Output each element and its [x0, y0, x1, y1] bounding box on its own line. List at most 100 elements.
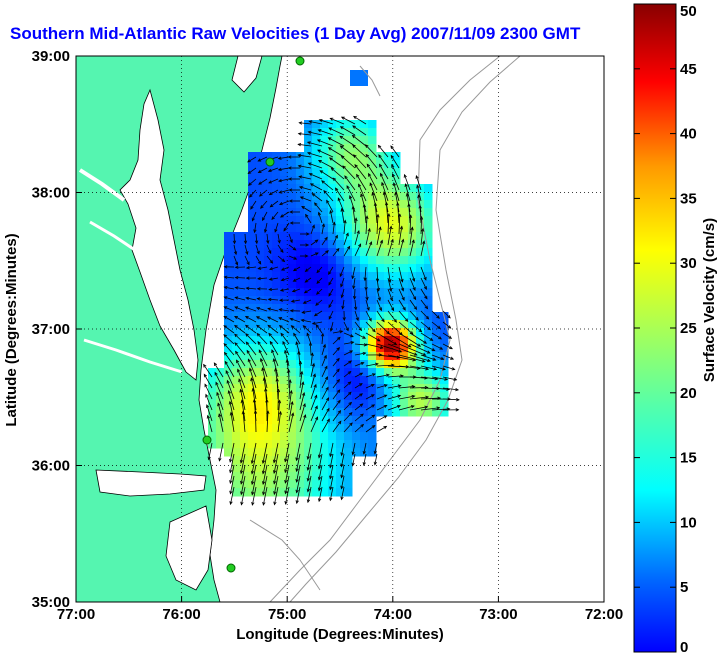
velocity-arrowhead [301, 381, 305, 386]
velocity-arrowhead [405, 192, 410, 197]
velocity-cell [360, 232, 369, 241]
velocity-arrow [240, 442, 246, 463]
velocity-arrow [281, 266, 290, 271]
velocity-cell [304, 416, 313, 425]
velocity-cell [304, 296, 313, 305]
velocity-cell [336, 144, 345, 153]
velocity-cell [272, 168, 281, 177]
velocity-cell [352, 256, 361, 265]
velocity-arrowhead [248, 182, 252, 186]
x-tick-label: 73:00 [479, 606, 517, 623]
velocity-arrow [431, 310, 440, 319]
velocity-cell [280, 448, 289, 457]
velocity-cell [288, 216, 297, 225]
velocity-arrowhead [226, 379, 230, 384]
velocity-arrowhead [413, 352, 418, 356]
velocity-arrowhead [203, 363, 207, 368]
velocity-arrow [251, 486, 257, 506]
velocity-cell [352, 344, 361, 353]
velocity-cell [240, 264, 249, 273]
velocity-arrowhead [412, 287, 416, 291]
velocity-arrow [420, 228, 424, 246]
velocity-cell [344, 448, 353, 457]
velocity-cell [208, 432, 217, 441]
velocity-arrowhead [235, 350, 239, 355]
velocity-cell [384, 176, 393, 185]
velocity-arrow [381, 182, 389, 202]
velocity-arrow [310, 183, 323, 191]
velocity-cell [232, 392, 241, 401]
velocity-arrowhead [340, 463, 344, 468]
velocity-cell [392, 400, 401, 409]
velocity-arrowhead [247, 170, 252, 175]
velocity-cell [368, 376, 377, 385]
velocity-arrowhead [295, 468, 299, 473]
velocity-arrow [391, 164, 400, 180]
velocity-arrowhead [268, 277, 273, 281]
velocity-cell [312, 288, 321, 297]
velocity-arrow [321, 355, 327, 367]
velocity-cell [352, 368, 361, 377]
velocity-arrowhead [251, 501, 255, 506]
velocity-arrowhead [306, 466, 310, 471]
velocity-arrow [251, 453, 257, 474]
velocity-arrowhead [250, 470, 255, 475]
velocity-arrowhead [259, 357, 264, 362]
velocity-cell [304, 448, 313, 457]
velocity-arrowhead [218, 413, 222, 418]
velocity-cell [424, 296, 433, 305]
velocity-arrow [203, 364, 213, 378]
velocity-cell [312, 280, 321, 289]
velocity-arrowhead [328, 271, 332, 275]
velocity-cell [360, 216, 369, 225]
velocity-cell [352, 360, 361, 369]
velocity-arrow [376, 240, 383, 257]
velocity-arrowhead [381, 318, 385, 323]
velocity-cell [240, 312, 249, 321]
velocity-arrow [233, 244, 237, 255]
velocity-arrow [321, 387, 329, 400]
velocity-cell [424, 232, 433, 241]
velocity-cell [232, 456, 241, 465]
velocity-cell [336, 280, 345, 289]
velocity-arrow [317, 139, 334, 147]
velocity-cell [264, 240, 273, 249]
velocity-arrowhead [305, 243, 310, 247]
velocity-cell [224, 376, 233, 385]
velocity-arrowhead [289, 389, 293, 394]
velocity-cell [248, 168, 257, 177]
velocity-cell [400, 192, 409, 201]
velocity-cell [256, 256, 265, 265]
velocity-cell [264, 344, 273, 353]
velocity-arrow [309, 173, 323, 180]
velocity-cell [320, 464, 329, 473]
velocity-cell [304, 120, 313, 129]
velocity-arrow [298, 165, 312, 169]
velocity-arrow [329, 453, 334, 468]
velocity-cell [288, 160, 297, 169]
velocity-arrowhead [315, 302, 319, 306]
velocity-cell [256, 472, 265, 481]
velocity-cell [256, 328, 265, 337]
velocity-arrowhead [379, 163, 383, 168]
velocity-cell [320, 248, 329, 257]
velocity-arrowhead [274, 367, 278, 372]
velocity-cell [336, 224, 345, 233]
velocity-cell [424, 352, 433, 361]
velocity-cell [256, 440, 265, 449]
velocity-arrowhead [400, 278, 404, 283]
velocity-arrow [365, 144, 378, 158]
velocity-cell [312, 472, 321, 481]
velocity-arrow [343, 371, 351, 378]
velocity-cell [360, 384, 369, 393]
velocity-arrow [248, 178, 257, 186]
velocity-arrow [398, 266, 403, 282]
velocity-arrowhead [257, 158, 262, 162]
velocity-arrow [321, 366, 328, 378]
velocity-cell [408, 200, 417, 209]
velocity-cell [408, 256, 417, 265]
velocity-cell [400, 232, 409, 241]
velocity-arrowhead [295, 457, 299, 462]
velocity-arrow [354, 343, 367, 346]
velocity-arrow [365, 373, 376, 378]
